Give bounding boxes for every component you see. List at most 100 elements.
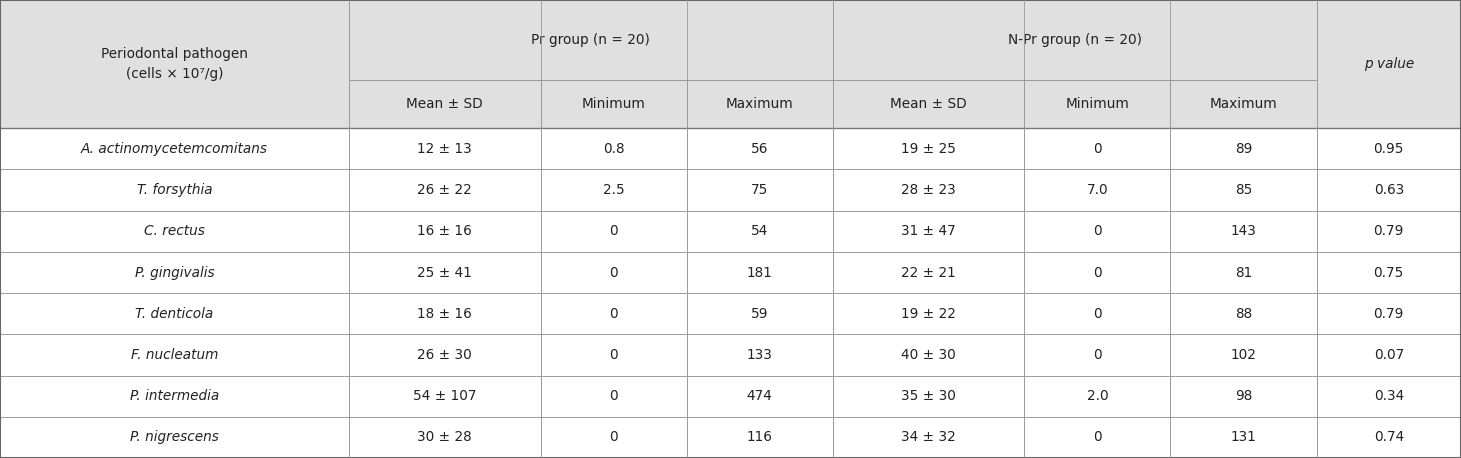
Text: 116: 116 — [747, 431, 773, 444]
Text: 0: 0 — [1093, 224, 1102, 238]
Text: 35 ± 30: 35 ± 30 — [901, 389, 955, 403]
Text: C. rectus: C. rectus — [145, 224, 205, 238]
Bar — [1024, 128, 1170, 169]
Text: 59: 59 — [751, 307, 768, 321]
Text: A. actinomycetemcomitans: A. actinomycetemcomitans — [80, 142, 267, 156]
Bar — [349, 293, 541, 334]
Text: 19 ± 25: 19 ± 25 — [901, 142, 955, 156]
Text: 0: 0 — [1093, 142, 1102, 156]
Text: 0: 0 — [609, 224, 618, 238]
Bar — [1170, 252, 1316, 293]
Bar — [687, 211, 833, 252]
Text: 89: 89 — [1235, 142, 1252, 156]
Text: 181: 181 — [747, 266, 773, 279]
Bar — [1316, 211, 1461, 252]
Text: 0.75: 0.75 — [1373, 266, 1404, 279]
Bar — [687, 128, 833, 169]
Bar — [1316, 417, 1461, 458]
Bar — [833, 417, 1024, 458]
Bar — [349, 252, 541, 293]
Text: 0.95: 0.95 — [1373, 142, 1404, 156]
Text: 0: 0 — [1093, 266, 1102, 279]
Text: 0: 0 — [1093, 307, 1102, 321]
Bar — [833, 293, 1024, 334]
Bar — [1024, 252, 1170, 293]
Bar — [0, 211, 349, 252]
Bar — [1024, 80, 1170, 128]
Bar — [1316, 252, 1461, 293]
Text: 18 ± 16: 18 ± 16 — [418, 307, 472, 321]
Text: 0: 0 — [609, 307, 618, 321]
Bar — [1024, 169, 1170, 211]
Bar — [1316, 0, 1461, 128]
Text: 7.0: 7.0 — [1087, 183, 1109, 197]
Bar — [349, 0, 833, 80]
Bar — [833, 0, 1316, 80]
Text: 143: 143 — [1230, 224, 1256, 238]
Text: 54: 54 — [751, 224, 768, 238]
Text: 0: 0 — [1093, 348, 1102, 362]
Bar — [687, 334, 833, 376]
Bar — [1024, 211, 1170, 252]
Bar — [349, 169, 541, 211]
Text: 0.63: 0.63 — [1373, 183, 1404, 197]
Bar — [349, 376, 541, 417]
Text: P. intermedia: P. intermedia — [130, 389, 219, 403]
Text: Mean ± SD: Mean ± SD — [406, 97, 484, 111]
Bar — [833, 128, 1024, 169]
Text: 0.07: 0.07 — [1373, 348, 1404, 362]
Text: p value: p value — [1363, 57, 1414, 71]
Bar — [541, 293, 687, 334]
Bar — [1170, 376, 1316, 417]
Bar — [687, 376, 833, 417]
Text: 75: 75 — [751, 183, 768, 197]
Text: Maximum: Maximum — [1210, 97, 1277, 111]
Bar — [1316, 128, 1461, 169]
Text: 81: 81 — [1235, 266, 1252, 279]
Text: 102: 102 — [1230, 348, 1256, 362]
Text: T. denticola: T. denticola — [136, 307, 213, 321]
Text: 28 ± 23: 28 ± 23 — [901, 183, 955, 197]
Text: 0: 0 — [609, 431, 618, 444]
Text: 474: 474 — [747, 389, 773, 403]
Bar — [541, 169, 687, 211]
Bar — [0, 0, 349, 128]
Bar — [833, 252, 1024, 293]
Bar — [1170, 128, 1316, 169]
Bar — [349, 211, 541, 252]
Bar — [0, 334, 349, 376]
Text: 2.5: 2.5 — [603, 183, 624, 197]
Bar — [833, 334, 1024, 376]
Bar — [0, 293, 349, 334]
Bar — [1170, 334, 1316, 376]
Bar — [687, 293, 833, 334]
Bar — [833, 376, 1024, 417]
Text: N-Pr group (n = 20): N-Pr group (n = 20) — [1008, 33, 1141, 47]
Text: 0: 0 — [609, 266, 618, 279]
Text: 31 ± 47: 31 ± 47 — [901, 224, 955, 238]
Text: 0: 0 — [1093, 431, 1102, 444]
Text: 98: 98 — [1235, 389, 1252, 403]
Bar — [541, 252, 687, 293]
Bar — [1316, 376, 1461, 417]
Text: 26 ± 22: 26 ± 22 — [418, 183, 472, 197]
Bar — [541, 376, 687, 417]
Text: 0.79: 0.79 — [1373, 224, 1404, 238]
Text: 88: 88 — [1235, 307, 1252, 321]
Bar — [0, 128, 349, 169]
Text: 0.79: 0.79 — [1373, 307, 1404, 321]
Text: 0.34: 0.34 — [1373, 389, 1404, 403]
Bar — [687, 80, 833, 128]
Bar — [833, 211, 1024, 252]
Bar — [1024, 293, 1170, 334]
Text: T. forsythia: T. forsythia — [137, 183, 212, 197]
Text: Pr group (n = 20): Pr group (n = 20) — [532, 33, 650, 47]
Bar — [541, 334, 687, 376]
Text: 19 ± 22: 19 ± 22 — [901, 307, 955, 321]
Text: 25 ± 41: 25 ± 41 — [418, 266, 472, 279]
Text: 54 ± 107: 54 ± 107 — [413, 389, 476, 403]
Bar — [1316, 334, 1461, 376]
Text: 26 ± 30: 26 ± 30 — [418, 348, 472, 362]
Bar — [1316, 169, 1461, 211]
Bar — [0, 376, 349, 417]
